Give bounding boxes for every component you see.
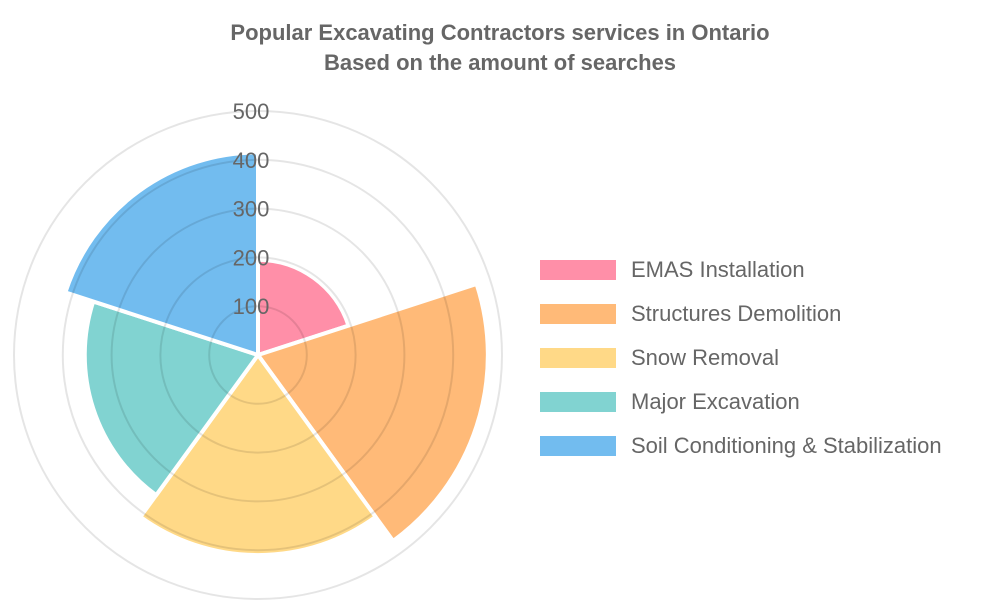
- sector-snow-removal[interactable]: [138, 353, 378, 558]
- grid-ring: [110, 207, 406, 503]
- legend-swatch: [540, 348, 616, 368]
- legend-swatch: [540, 436, 616, 456]
- chart-subtitle: Based on the amount of searches: [323, 50, 677, 75]
- legend-label: Structures Demolition: [631, 301, 842, 326]
- tick-label: 400: [233, 148, 270, 173]
- tick-label: 100: [233, 294, 270, 319]
- legend-label: Soil Conditioning & Stabilization: [631, 433, 942, 458]
- legend-label: Major Excavation: [631, 389, 800, 414]
- legend-item[interactable]: Soil Conditioning & Stabilization: [540, 424, 942, 468]
- grid-ring: [208, 305, 308, 405]
- sector-structures-demolition[interactable]: [256, 281, 490, 543]
- tick-label: 500: [233, 99, 270, 124]
- tick-label: 300: [233, 197, 270, 222]
- legend-swatch: [540, 260, 616, 280]
- legend: EMAS Installation Structures Demolition …: [540, 248, 942, 468]
- legend-swatch: [540, 304, 616, 324]
- sector-soil-conditioning-stabilization[interactable]: [63, 150, 260, 357]
- legend-item[interactable]: Snow Removal: [540, 336, 942, 380]
- legend-item[interactable]: Major Excavation: [540, 380, 942, 424]
- legend-item[interactable]: EMAS Installation: [540, 248, 942, 292]
- legend-label: Snow Removal: [631, 345, 779, 370]
- sector-major-excavation[interactable]: [82, 299, 260, 498]
- legend-label: EMAS Installation: [631, 257, 805, 282]
- legend-swatch: [540, 392, 616, 412]
- tick-label: 200: [233, 245, 270, 270]
- legend-item[interactable]: Structures Demolition: [540, 292, 942, 336]
- chart-title: Popular Excavating Contractors services …: [230, 20, 770, 45]
- grid-ring: [61, 158, 455, 552]
- grid-ring: [159, 256, 357, 454]
- grid-ring: [13, 110, 503, 600]
